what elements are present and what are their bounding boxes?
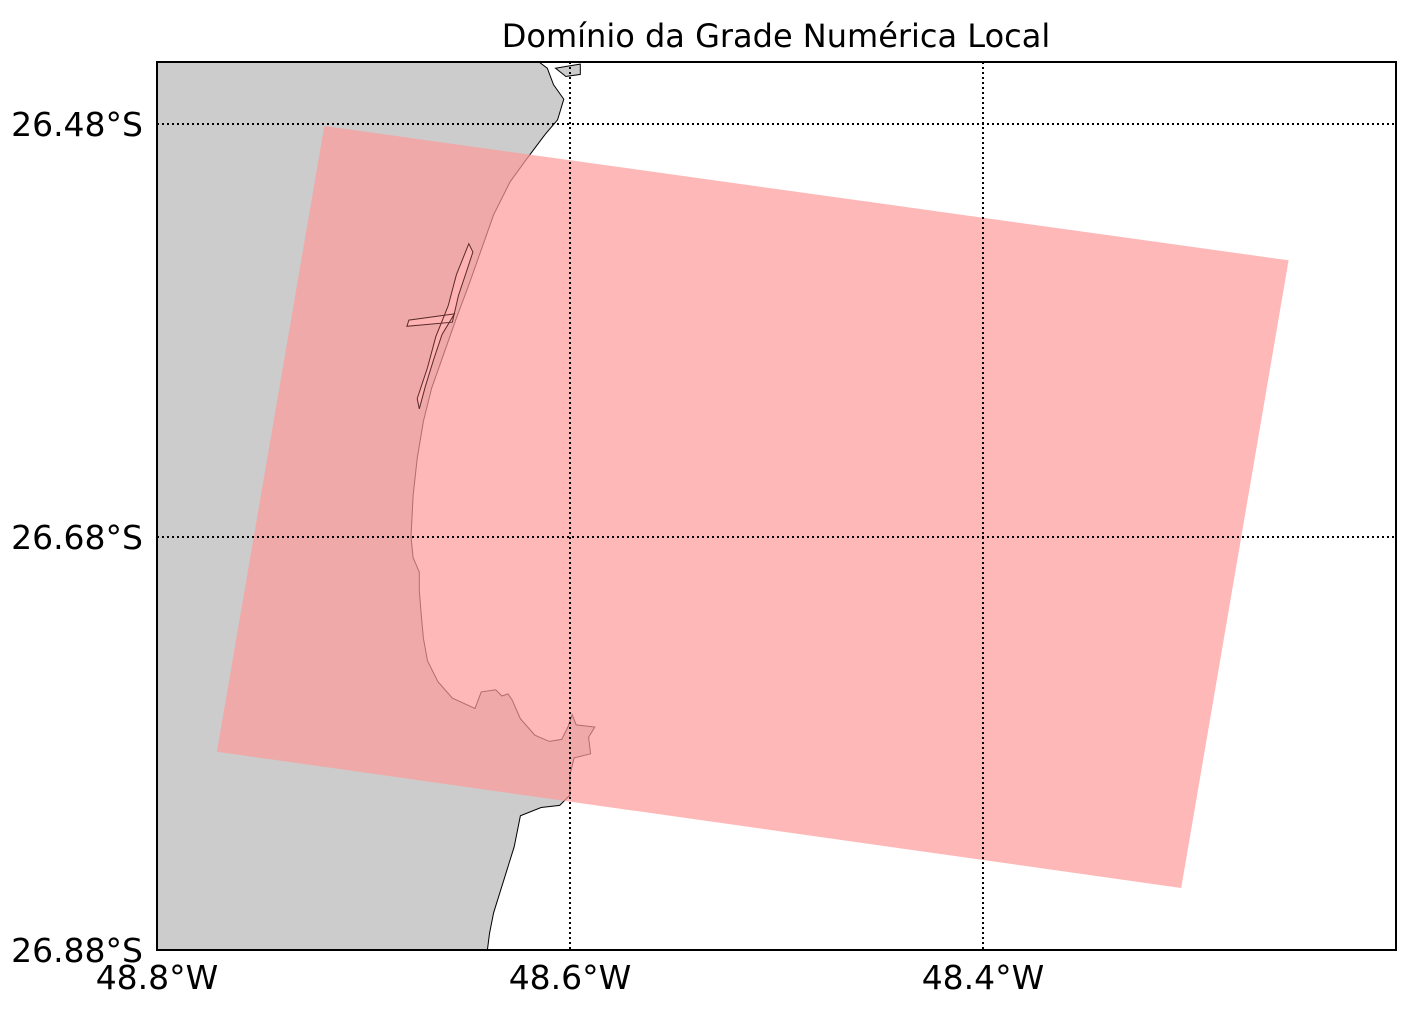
- numerical-grid-domain: [216, 126, 1289, 888]
- longitude-tick-label: 48.6°W: [509, 958, 632, 997]
- map-frame: [156, 61, 1397, 951]
- graticule: [157, 62, 1396, 950]
- latitude-tick-label: 26.88°S: [11, 931, 143, 970]
- latitude-tick-label: 26.68°S: [11, 518, 143, 557]
- coastal-islet: [554, 63, 581, 78]
- latitude-labels: 26.48°S 26.68°S 26.88°S: [11, 105, 143, 970]
- latitude-tick-label: 26.48°S: [11, 105, 143, 144]
- longitude-tick-label: 48.4°W: [922, 958, 1045, 997]
- longitude-labels: 48.8°W 48.6°W 48.4°W: [96, 958, 1045, 997]
- longitude-tick-label: 48.8°W: [96, 958, 219, 997]
- map-title: Domínio da Grade Numérica Local: [502, 17, 1050, 55]
- coastal-lagoon: [406, 242, 474, 410]
